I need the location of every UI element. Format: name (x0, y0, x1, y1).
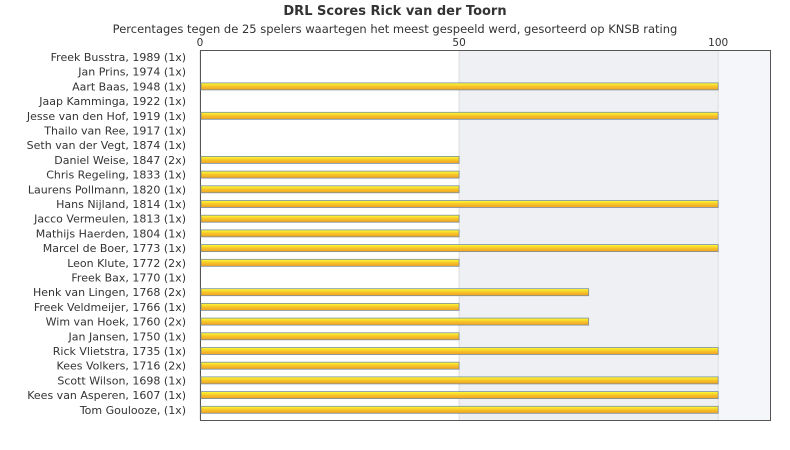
background-bands (200, 50, 770, 420)
category-label: Mathijs Haerden, 1804 (1x) (36, 227, 186, 240)
category-label: Aart Baas, 1948 (1x) (72, 80, 186, 93)
category-label: Leon Klute, 1772 (2x) (67, 257, 186, 270)
x-tick-label: 0 (197, 37, 204, 49)
category-label: Daniel Weise, 1847 (2x) (54, 154, 186, 167)
category-label: Scott Wilson, 1698 (1x) (57, 374, 186, 387)
category-label: Henk van Lingen, 1768 (2x) (33, 286, 186, 299)
bar (200, 258, 460, 267)
bar (200, 391, 719, 400)
category-label: Kees van Asperen, 1607 (1x) (27, 389, 186, 402)
bar (200, 317, 590, 326)
bar (200, 170, 460, 179)
bar (200, 361, 460, 370)
bar (200, 405, 719, 414)
category-label: Rick Vlietstra, 1735 (1x) (53, 345, 186, 358)
bar (200, 111, 719, 120)
category-labels: Freek Busstra, 1989 (1x) Jan Prins, 1974 … (26, 51, 186, 417)
category-label: Jan Prins, 1974 (1x) (77, 66, 186, 79)
bar (200, 185, 460, 194)
bar (200, 200, 719, 208)
category-label: Kees Volkers, 1716 (2x) (57, 360, 186, 373)
category-label: Freek Busstra, 1989 (1x) (51, 51, 186, 64)
category-label: Marcel de Boer, 1773 (1x) (43, 242, 186, 255)
bar (200, 376, 719, 385)
category-label: Laurens Pollmann, 1820 (1x) (28, 183, 186, 196)
category-label: Jan Jansen, 1750 (1x) (68, 330, 186, 343)
category-label: Tom Goulooze, (1x) (79, 404, 186, 417)
category-label: Freek Bax, 1770 (1x) (71, 272, 186, 285)
category-label: Jesse van den Hof, 1919 (1x) (26, 110, 186, 123)
chart-subtitle: Percentages tegen de 25 spelers waartege… (112, 22, 678, 36)
bar (200, 302, 460, 311)
x-tick-labels: 0 50 100 (197, 37, 729, 49)
category-label: Chris Regeling, 1833 (1x) (46, 169, 186, 182)
bar (200, 244, 719, 253)
chart-title: DRL Scores Rick van der Toorn (283, 4, 507, 19)
bar (200, 347, 719, 355)
bar (200, 332, 460, 341)
bar (200, 155, 460, 164)
bars (200, 82, 719, 414)
category-label: Freek Veldmeijer, 1766 (1x) (34, 301, 186, 314)
bar (200, 214, 460, 223)
background-band (459, 50, 719, 420)
background-band (718, 50, 770, 420)
x-tick-label: 100 (708, 37, 728, 49)
plot-frame (200, 50, 771, 421)
category-label: Jacco Vermeulen, 1813 (1x) (33, 213, 186, 226)
category-label: Wim van Hoek, 1760 (2x) (46, 316, 186, 329)
category-label: Seth van der Vegt, 1874 (1x) (27, 139, 186, 152)
bar (200, 82, 719, 91)
category-label: Jaap Kamminga, 1922 (1x) (38, 95, 186, 108)
category-label: Thailo van Ree, 1917 (1x) (43, 125, 186, 138)
bar (200, 229, 460, 238)
x-tick-label: 50 (452, 37, 465, 49)
category-label: Hans Nijland, 1814 (1x) (56, 198, 186, 211)
bar (200, 288, 590, 297)
